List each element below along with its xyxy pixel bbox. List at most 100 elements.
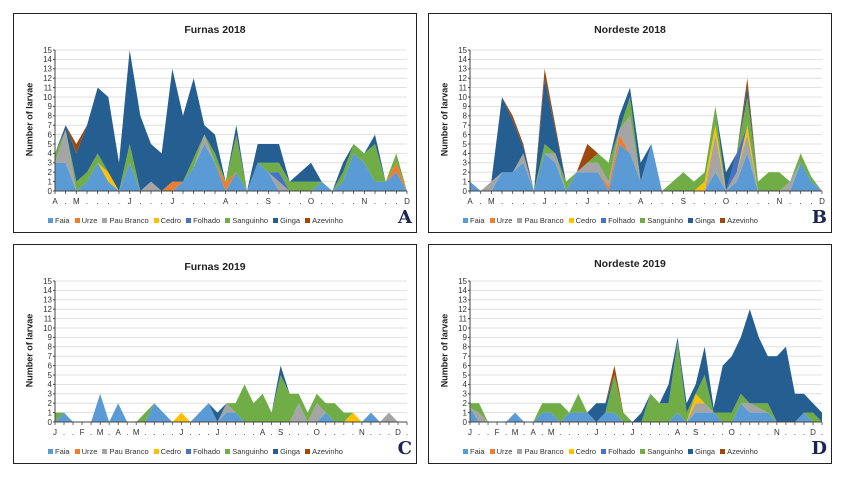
legend-swatch — [186, 449, 192, 454]
legend-item-azevinho: Azevinho — [305, 216, 343, 225]
y-tick-label: 10 — [43, 324, 52, 333]
y-tick-label: 5 — [463, 140, 468, 149]
y-tick-label: 9 — [463, 102, 468, 111]
x-tick-label: . — [757, 197, 759, 206]
chart-title: Nordeste 2019 — [594, 258, 666, 270]
x-tick-label: . — [523, 428, 525, 437]
y-tick-label: 4 — [48, 149, 53, 158]
legend-swatch — [601, 449, 607, 454]
x-tick-label: . — [768, 197, 770, 206]
y-tick-label: 7 — [463, 352, 468, 361]
legend-label: Faia — [55, 216, 70, 225]
legend-swatch — [720, 218, 726, 223]
legend-item-folhado: Folhado — [186, 447, 220, 456]
x-tick-label: . — [568, 428, 570, 437]
y-tick-label: 6 — [463, 361, 468, 370]
x-tick-label: . — [126, 428, 128, 437]
x-tick-label: . — [649, 428, 651, 437]
legend-label: Pau Branco — [524, 447, 564, 456]
x-tick-label: S — [681, 197, 686, 206]
legend-swatch — [517, 218, 523, 223]
legend-swatch — [102, 449, 108, 454]
x-tick-label: . — [749, 428, 751, 437]
x-tick-label: F — [495, 428, 500, 437]
legend-item-azevinho: Azevinho — [720, 216, 758, 225]
x-tick-label: . — [794, 428, 796, 437]
x-tick-label: D — [819, 197, 825, 206]
x-tick-label: J — [543, 197, 547, 206]
chart-panel-c: 0 1 2 3 4 5 6 7 8 9 10 11 12 13 14 15 J.. F. M. A. M.... J...… — [13, 244, 417, 464]
x-tick-label: M — [133, 428, 140, 437]
legend-label: Azevinho — [727, 447, 758, 456]
x-tick-label: . — [713, 428, 715, 437]
legend: Faia Urze Pau Branco Cedro Folhado Sanguinho G… — [463, 216, 758, 225]
legend-item-sanguinho: Sanguinho — [225, 447, 268, 456]
y-tick-label: 6 — [48, 361, 53, 370]
y-tick-label: 0 — [48, 418, 53, 427]
x-tick-label: A — [223, 197, 229, 206]
x-tick-label: . — [72, 428, 74, 437]
legend-swatch — [48, 218, 53, 223]
chart-title: Furnas 2019 — [184, 261, 246, 273]
y-tick-label: 2 — [463, 399, 468, 408]
y-tick-label: 8 — [463, 343, 468, 352]
x-tick-label: . — [289, 428, 291, 437]
legend-label: Ginga — [695, 216, 716, 225]
x-tick-label: N — [361, 197, 367, 206]
x-tick-label: . — [189, 428, 191, 437]
x-tick-label: . — [758, 428, 760, 437]
legend-item-cedro: Cedro — [568, 216, 596, 225]
legend-item-cedro: Cedro — [153, 447, 181, 456]
legend-swatch — [74, 218, 80, 223]
legend-item-faia: Faia — [463, 447, 485, 456]
y-tick-label: 5 — [463, 371, 468, 380]
x-tick-label: . — [810, 197, 812, 206]
legend-label: Urze — [496, 447, 513, 456]
x-tick-label: A — [467, 197, 473, 206]
legend-swatch — [640, 449, 646, 454]
x-tick-label: N — [776, 197, 782, 206]
y-tick-label: 9 — [463, 333, 468, 342]
legend-label: Folhado — [193, 447, 221, 456]
x-tick-label: . — [554, 197, 556, 206]
legend-item-faia: Faia — [463, 216, 485, 225]
x-tick-label: A — [531, 428, 537, 437]
x-tick-label: . — [576, 197, 578, 206]
x-tick-label: . — [512, 197, 514, 206]
x-tick-label: . — [785, 428, 787, 437]
x-tick-label: . — [342, 197, 344, 206]
legend-label: Sanguinho — [232, 447, 269, 456]
x-tick-label: . — [487, 428, 489, 437]
legend-item-cedro: Cedro — [153, 216, 182, 225]
y-axis-label: Number of larvae — [24, 313, 35, 388]
x-tick-label: . — [343, 428, 345, 437]
legend-item-azevinho: Azevinho — [305, 447, 343, 456]
x-tick-label: . — [86, 197, 88, 206]
y-tick-label: 14 — [458, 286, 467, 295]
legend-item-urze: Urze — [74, 216, 97, 225]
x-tick-label: M — [512, 428, 519, 437]
x-tick-label: J — [53, 428, 57, 437]
x-tick-label: . — [565, 197, 567, 206]
y-tick-label: 0 — [48, 187, 53, 196]
x-tick-label: M — [488, 197, 495, 206]
area-pau-branco — [470, 403, 822, 422]
y-tick-label: 3 — [48, 159, 53, 168]
x-tick-label: . — [90, 428, 92, 437]
x-tick-label: O — [723, 197, 729, 206]
x-tick-label: . — [650, 197, 652, 206]
x-tick-label: . — [629, 197, 631, 206]
legend-label: Pau Branco — [109, 447, 149, 456]
x-tick-label: . — [289, 197, 291, 206]
x-tick-label: . — [640, 428, 642, 437]
x-tick-label: . — [118, 197, 120, 206]
y-tick-label: 11 — [459, 314, 468, 323]
legend-label: Ginga — [280, 216, 301, 225]
legend-label: Sanguinho — [647, 216, 684, 225]
legend-label: Cedro — [160, 216, 182, 225]
legend-label: Ginga — [695, 447, 716, 456]
y-tick-label: 1 — [48, 177, 53, 186]
x-tick-label: A — [116, 428, 122, 437]
x-tick-label: . — [803, 428, 805, 437]
